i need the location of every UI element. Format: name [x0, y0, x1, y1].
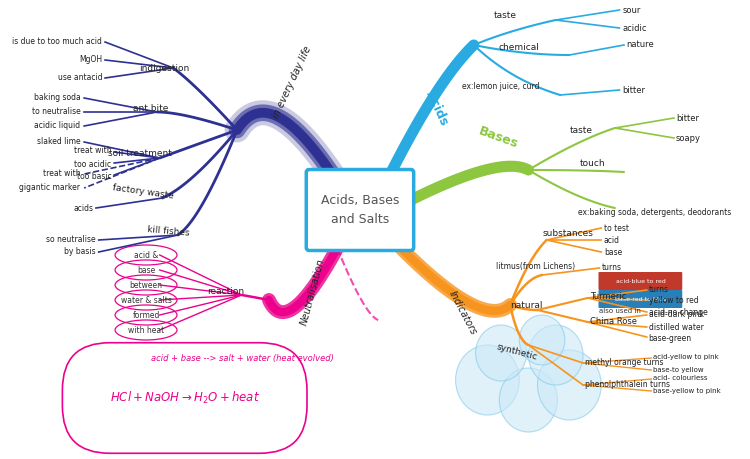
Text: turns: turns	[602, 263, 622, 272]
FancyBboxPatch shape	[598, 272, 682, 290]
Text: ant bite: ant bite	[134, 103, 169, 112]
Text: factory waste: factory waste	[112, 183, 174, 201]
Text: acid + base --> salt + water (heat evolved): acid + base --> salt + water (heat evolv…	[151, 353, 334, 363]
Text: bitter: bitter	[622, 85, 645, 95]
Text: soapy: soapy	[676, 134, 701, 142]
Text: so neutralise: so neutralise	[46, 235, 96, 244]
FancyBboxPatch shape	[598, 290, 682, 308]
Text: acid- colourless: acid- colourless	[653, 375, 707, 381]
Text: methyl orange turns: methyl orange turns	[585, 358, 663, 366]
Text: Indicators: Indicators	[447, 289, 478, 337]
Text: base-red to blue: base-red to blue	[614, 297, 666, 302]
Text: acid &: acid &	[134, 251, 158, 259]
Text: natural: natural	[510, 301, 543, 309]
Text: acid-dark pink: acid-dark pink	[649, 309, 704, 319]
Text: nature: nature	[627, 39, 655, 49]
Circle shape	[476, 325, 526, 381]
Text: acids: acids	[74, 203, 93, 213]
Text: ex:lemon juice, curd: ex:lemon juice, curd	[462, 82, 540, 90]
Circle shape	[529, 325, 583, 385]
Circle shape	[519, 315, 565, 365]
Text: chemical: chemical	[499, 43, 540, 51]
Text: sour: sour	[622, 6, 640, 15]
Text: base: base	[137, 265, 155, 274]
Text: base: base	[604, 247, 622, 257]
Text: slaked lime: slaked lime	[37, 136, 80, 146]
Text: acid-blue to red: acid-blue to red	[616, 279, 665, 284]
Text: synthetic: synthetic	[496, 342, 539, 362]
Text: water & salts: water & salts	[121, 296, 172, 304]
Text: Acids, Bases
and Salts: Acids, Bases and Salts	[321, 194, 399, 226]
Text: treat with: treat with	[74, 146, 112, 155]
Text: bitter: bitter	[676, 113, 699, 123]
Text: base-yellow to pink: base-yellow to pink	[653, 388, 721, 394]
Text: formed: formed	[132, 310, 160, 319]
Text: touch: touch	[579, 158, 605, 168]
Text: between: between	[130, 280, 163, 290]
Text: Neutralisation: Neutralisation	[299, 257, 326, 326]
Text: Bases: Bases	[477, 125, 520, 151]
Text: too acidic: too acidic	[74, 159, 112, 168]
Text: acidic liquid: acidic liquid	[34, 121, 80, 129]
Text: too basic: too basic	[76, 172, 112, 180]
Text: with heat: with heat	[128, 325, 164, 335]
Text: acid: acid	[604, 235, 620, 245]
Text: taste: taste	[494, 11, 517, 19]
Text: substances: substances	[542, 229, 593, 237]
Text: litmus(from Lichens): litmus(from Lichens)	[496, 262, 575, 270]
Text: base-to yellow: base-to yellow	[653, 367, 704, 373]
Text: reaction: reaction	[207, 286, 245, 296]
Text: is due to too much acid: is due to too much acid	[13, 37, 102, 45]
Text: acidic: acidic	[622, 23, 646, 33]
Text: also used in: also used in	[599, 308, 641, 314]
Text: in every day life: in every day life	[271, 44, 313, 120]
FancyBboxPatch shape	[306, 169, 414, 251]
Circle shape	[455, 345, 519, 415]
Text: base-green: base-green	[649, 334, 692, 342]
Text: gigantic marker: gigantic marker	[20, 183, 80, 191]
Text: Turmeric: Turmeric	[590, 291, 627, 301]
Text: ex:baking soda, detergents, deodorants: ex:baking soda, detergents, deodorants	[578, 207, 732, 217]
Text: to test: to test	[604, 224, 629, 233]
Text: kill fishes: kill fishes	[147, 225, 190, 237]
Text: China Rose: China Rose	[590, 317, 638, 325]
Text: treat with: treat with	[43, 168, 80, 178]
Text: taste: taste	[570, 125, 592, 134]
Text: by basis: by basis	[64, 246, 96, 256]
Text: use antacid: use antacid	[58, 73, 102, 82]
Text: phenolphthalein turns: phenolphthalein turns	[585, 380, 670, 388]
Text: yellow to red: yellow to red	[649, 296, 698, 304]
Text: soil treatment: soil treatment	[108, 149, 172, 157]
Text: acid-no change: acid-no change	[649, 308, 707, 317]
Text: turns: turns	[649, 285, 668, 293]
Text: $HCl + NaOH \rightarrow H_2O + heat$: $HCl + NaOH \rightarrow H_2O + heat$	[110, 390, 260, 406]
Text: MgOH: MgOH	[80, 55, 102, 63]
Text: indigestion: indigestion	[140, 63, 190, 73]
Circle shape	[538, 350, 602, 420]
Text: acid-yellow to pink: acid-yellow to pink	[653, 354, 718, 360]
Text: distilled water: distilled water	[649, 323, 704, 331]
Circle shape	[500, 368, 557, 432]
Text: to neutralise: to neutralise	[32, 106, 80, 116]
Text: baking soda: baking soda	[34, 93, 80, 101]
Text: Acids: Acids	[424, 88, 451, 128]
